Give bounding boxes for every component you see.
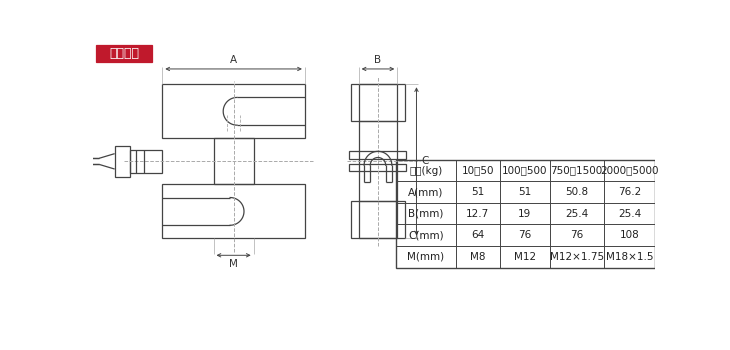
Text: 12.7: 12.7: [466, 209, 489, 219]
Text: C: C: [421, 156, 429, 166]
Text: M18×1.5: M18×1.5: [606, 252, 653, 262]
Bar: [162, 184, 305, 238]
Text: 750～1500: 750～1500: [550, 166, 603, 176]
Text: 108: 108: [620, 230, 639, 240]
Text: 76.2: 76.2: [618, 187, 641, 197]
Text: 76: 76: [518, 230, 531, 240]
Bar: [96, 45, 152, 62]
Bar: [350, 164, 407, 172]
Text: 25.4: 25.4: [618, 209, 641, 219]
Text: 100～500: 100～500: [502, 166, 548, 176]
Text: B: B: [374, 55, 382, 65]
Text: M(mm): M(mm): [407, 252, 445, 262]
Text: 19: 19: [518, 209, 531, 219]
Text: B(mm): B(mm): [408, 209, 443, 219]
Text: M8: M8: [470, 252, 485, 262]
Bar: [162, 84, 305, 138]
Text: 25.4: 25.4: [565, 209, 588, 219]
Text: M12×1.75: M12×1.75: [550, 252, 604, 262]
Text: 51: 51: [471, 187, 484, 197]
Text: M: M: [229, 259, 238, 269]
Text: A(mm): A(mm): [408, 187, 443, 197]
Bar: [351, 84, 405, 121]
Text: 50.8: 50.8: [565, 187, 588, 197]
Bar: [358, 84, 397, 238]
Text: 2000～5000: 2000～5000: [600, 166, 658, 176]
Bar: [130, 150, 162, 173]
Text: 51: 51: [518, 187, 531, 197]
Text: 外形尺寸: 外形尺寸: [109, 47, 139, 60]
Bar: [350, 151, 407, 159]
Bar: [351, 201, 405, 238]
Text: 76: 76: [570, 230, 583, 240]
Text: 10～50: 10～50: [461, 166, 494, 176]
Text: M12: M12: [514, 252, 536, 262]
Text: A: A: [230, 55, 237, 65]
Bar: [115, 146, 130, 177]
Bar: [396, 160, 656, 268]
Text: 量程(kg): 量程(kg): [409, 166, 442, 176]
Text: 64: 64: [471, 230, 484, 240]
Text: C(mm): C(mm): [408, 230, 444, 240]
Bar: [214, 138, 253, 184]
